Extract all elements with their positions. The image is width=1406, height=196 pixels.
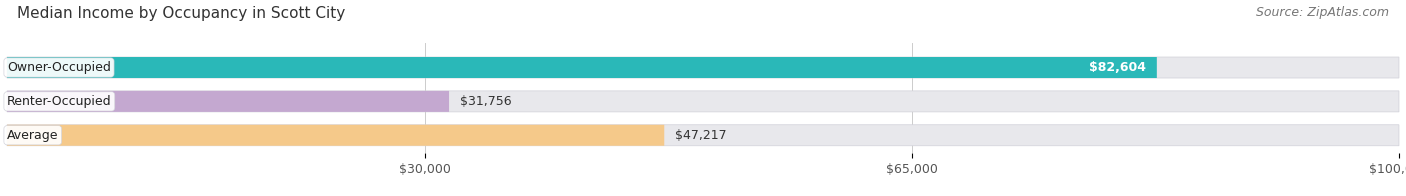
FancyBboxPatch shape [7,125,1399,146]
Text: Median Income by Occupancy in Scott City: Median Income by Occupancy in Scott City [17,6,344,21]
Text: $47,217: $47,217 [675,129,727,142]
Text: Renter-Occupied: Renter-Occupied [7,95,111,108]
Text: $82,604: $82,604 [1088,61,1146,74]
FancyBboxPatch shape [7,91,1399,112]
FancyBboxPatch shape [7,91,449,112]
Text: Owner-Occupied: Owner-Occupied [7,61,111,74]
FancyBboxPatch shape [7,57,1157,78]
Text: Average: Average [7,129,59,142]
FancyBboxPatch shape [7,57,1399,78]
FancyBboxPatch shape [7,125,664,146]
Text: Source: ZipAtlas.com: Source: ZipAtlas.com [1256,6,1389,19]
Text: $31,756: $31,756 [460,95,512,108]
